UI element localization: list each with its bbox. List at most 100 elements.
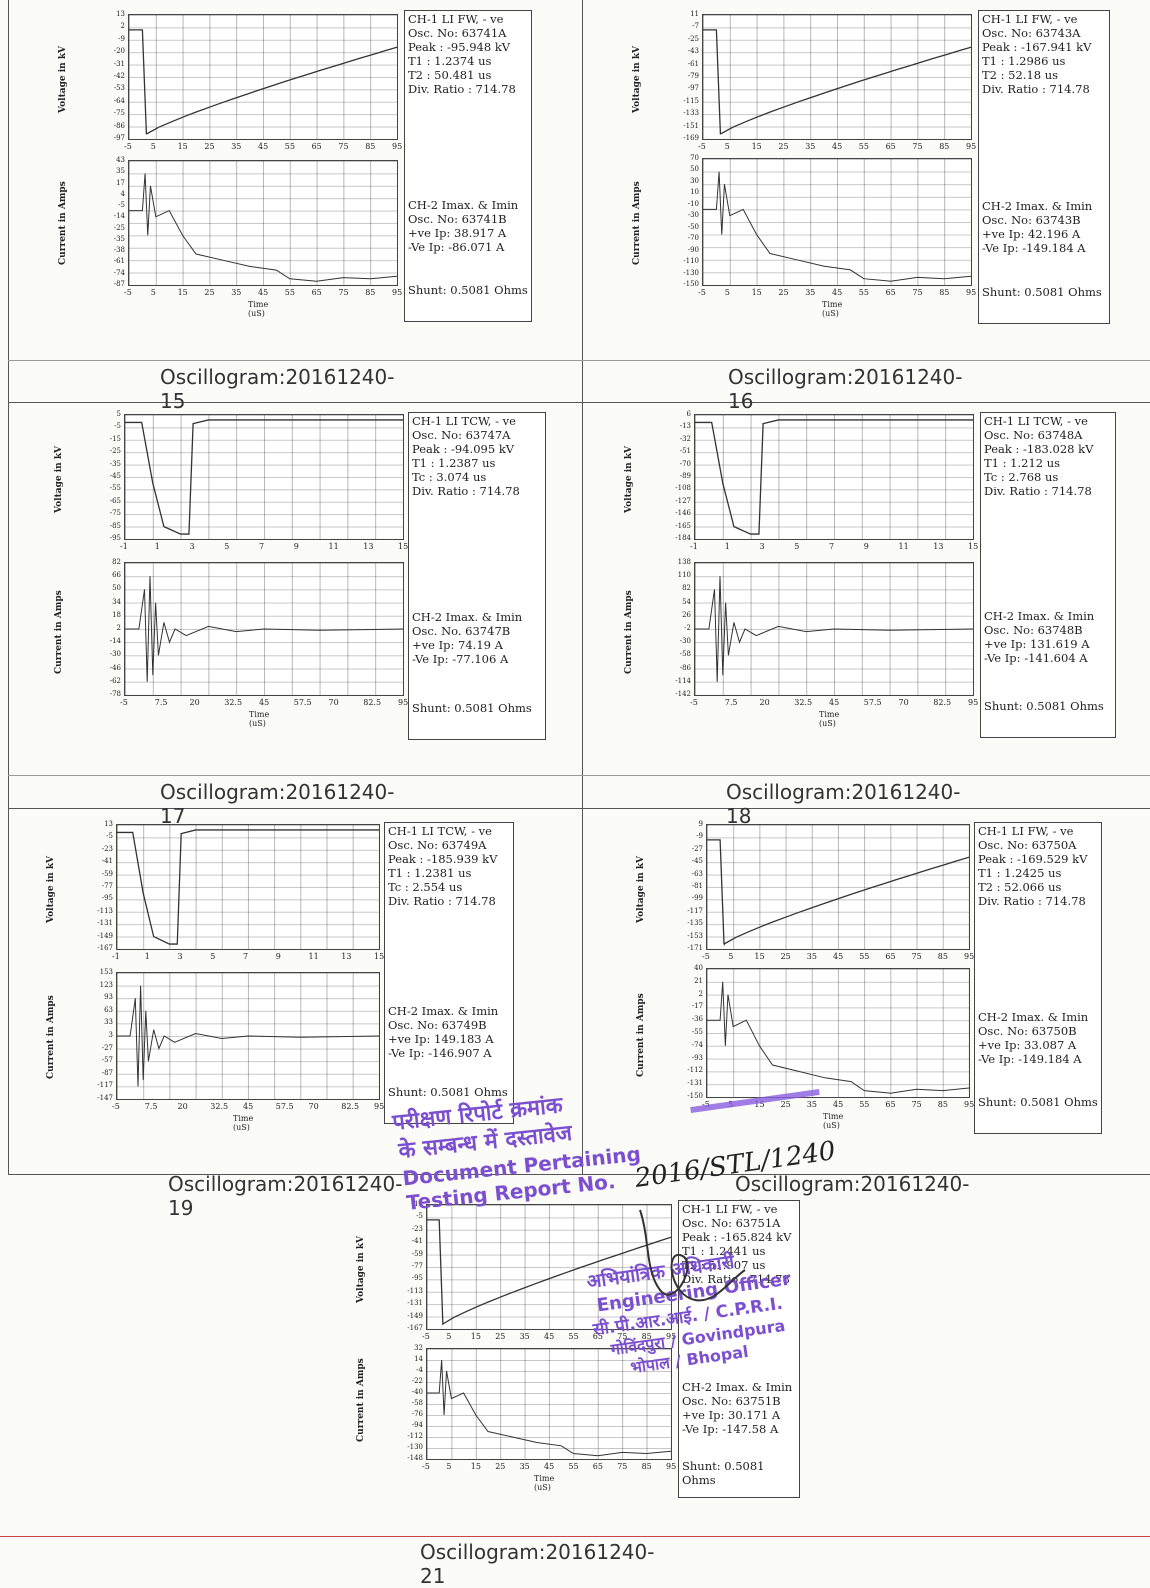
- voltage-xtick-21-6: 55: [568, 1332, 579, 1341]
- current-tick-21-2: -4: [416, 1366, 423, 1374]
- current-xtick-21-3: 25: [495, 1462, 506, 1471]
- voltage-xtick-21-3: 25: [495, 1332, 506, 1341]
- ch2-line-20-2: +ve Ip: 33.087 A: [978, 1038, 1077, 1053]
- voltage-tick-18-10: -184: [675, 534, 691, 542]
- ch1-line-18-3: T1 : 1.212 us: [984, 456, 1061, 470]
- current-tick-16-4: -10: [687, 199, 699, 208]
- ch2-line-15-1: Osc. No: 63741B: [408, 212, 507, 227]
- current-axis-label-16: Current in Amps: [632, 181, 642, 266]
- current-tick-16-9: -110: [683, 257, 699, 266]
- shunt-20: Shunt: 0.5081 Ohms: [978, 1095, 1098, 1109]
- current-plot-21: [426, 1348, 672, 1460]
- voltage-tick-15-9: -86: [113, 121, 125, 130]
- current-xtick-21-1: 5: [446, 1462, 452, 1471]
- voltage-tick-18-6: -108: [675, 484, 691, 493]
- current-plot-19: [116, 972, 380, 1100]
- current-xtick-17-6: 70: [328, 698, 339, 707]
- current-axis-label-21: Current in Amps: [356, 1357, 366, 1442]
- caption-18: Oscillogram:20161240-18: [726, 780, 961, 828]
- caption-16: Oscillogram:20161240-16: [728, 365, 963, 413]
- ch2-block-18: CH-2 Imax. & Imin Osc. No: 63748B +ve Ip: …: [984, 609, 1094, 665]
- voltage-tick-18-7: -127: [675, 496, 691, 505]
- current-trace-15: [129, 173, 397, 282]
- voltage-xtick-20-3: 25: [780, 952, 791, 961]
- ch1-line-19-4: Tc : 2.554 us: [388, 880, 463, 894]
- current-trace-svg-17: [125, 576, 403, 682]
- current-tick-15-2: 17: [116, 178, 125, 187]
- ch1-line-17-2: Peak : -94.095 kV: [412, 442, 515, 456]
- current-xtick-18-1: 7.5: [724, 698, 738, 707]
- ch2-block-17: CH-2 Imax. & Imin Osc. No. 63747B +ve Ip: …: [412, 610, 522, 666]
- ch2-line-18-2: +ve Ip: 131.619 A: [984, 636, 1090, 651]
- current-tick-17-1: 66: [112, 571, 121, 580]
- voltage-xtick-21-9: 85: [641, 1332, 652, 1341]
- ch1-line-15-4: T2 : 50.481 us: [408, 68, 492, 82]
- time-axis-label-17: Time (uS): [249, 710, 270, 728]
- voltage-xtick-21-0: -5: [422, 1332, 430, 1341]
- current-tick-20-2: 2: [698, 989, 703, 998]
- ch1-line-19-5: Div. Ratio : 714.78: [388, 894, 496, 908]
- time-axis-label-20: Time (uS): [823, 1112, 844, 1130]
- row-divider-3: [8, 1174, 1150, 1175]
- current-xtick-17-8: 95: [398, 698, 409, 707]
- voltage-xtick-19-4: 7: [243, 952, 249, 961]
- ch1-line-20-4: T2 : 52.066 us: [978, 880, 1062, 894]
- current-xtick-19-0: -5: [112, 1102, 120, 1111]
- ch2-block-15: CH-2 Imax. & Imin Osc. No: 63741B +ve Ip: …: [408, 198, 518, 254]
- voltage-xtick-15-7: 65: [311, 142, 322, 151]
- voltage-tick-20-9: -153: [687, 931, 703, 940]
- current-tick-19-2: 93: [104, 993, 113, 1002]
- current-xtick-17-2: 20: [189, 698, 200, 707]
- current-tick-17-9: -62: [109, 676, 121, 685]
- current-tick-21-3: -22: [411, 1377, 423, 1385]
- voltage-tick-20-10: -171: [687, 944, 703, 952]
- voltage-xtick-17-1: 1: [154, 542, 160, 551]
- voltage-xtick-20-8: 75: [911, 952, 922, 961]
- ch1-line-20-5: Div. Ratio : 714.78: [978, 894, 1086, 908]
- voltage-xtick-16-2: 15: [751, 142, 762, 151]
- current-plot-20: [706, 968, 970, 1098]
- ch2-block-21: CH-2 Imax. & Imin Osc. No: 63751B +ve Ip: …: [682, 1380, 792, 1436]
- current-xtick-19-7: 82.5: [341, 1102, 360, 1111]
- current-tick-18-4: 26: [682, 610, 691, 619]
- voltage-tick-19-10: -167: [97, 944, 113, 952]
- current-tick-16-1: 50: [690, 165, 699, 174]
- current-tick-18-1: 110: [677, 571, 691, 580]
- current-xtick-15-5: 45: [258, 288, 269, 297]
- current-xtick-20-2: 15: [754, 1100, 765, 1109]
- ch1-line-17-3: T1 : 1.2387 us: [412, 456, 496, 470]
- ch1-line-16-3: T1 : 1.2986 us: [982, 54, 1066, 68]
- voltage-xtick-16-6: 55: [858, 142, 869, 151]
- current-tick-19-9: -117: [97, 1081, 113, 1090]
- ch1-line-21-4: T2 : 51.907 us: [682, 1258, 766, 1272]
- voltage-xtick-21-8: 75: [617, 1332, 628, 1341]
- current-xtick-18-5: 57.5: [863, 698, 882, 707]
- current-tick-18-8: -86: [679, 663, 691, 672]
- voltage-tick-17-1: -5: [114, 422, 121, 431]
- voltage-trace-svg-21: [427, 1219, 671, 1326]
- voltage-xtick-18-6: 11: [898, 542, 909, 551]
- voltage-tick-21-9: -149: [407, 1311, 423, 1320]
- ch2-line-19-1: Osc. No: 63749B: [388, 1018, 487, 1033]
- voltage-tick-19-7: -113: [97, 906, 113, 915]
- voltage-trace-19: [117, 829, 379, 945]
- voltage-tick-18-2: -32: [679, 434, 691, 443]
- voltage-tick-16-9: -151: [683, 121, 699, 130]
- voltage-tick-15-2: -9: [118, 34, 125, 43]
- ch2-line-19-0: CH-2 Imax. & Imin: [388, 1004, 499, 1019]
- current-tick-21-0: 32: [414, 1344, 423, 1352]
- voltage-xtick-17-3: 5: [224, 542, 230, 551]
- current-tick-15-9: -61: [113, 257, 125, 266]
- ch1-line-16-2: Peak : -167.941 kV: [982, 40, 1092, 54]
- caption-17: Oscillogram:20161240-17: [160, 780, 395, 828]
- current-tick-17-0: 82: [112, 558, 121, 566]
- voltage-trace-svg-16: [703, 29, 971, 135]
- info-box-15: CH-1 LI FW, - ve Osc. No: 63741A Peak : -9…: [404, 10, 532, 322]
- voltage-xtick-17-8: 15: [398, 542, 409, 551]
- caption-rule-1: [8, 360, 1150, 361]
- voltage-xtick-19-5: 9: [275, 952, 281, 961]
- ch1-line-17-5: Div. Ratio : 714.78: [412, 484, 520, 498]
- ch2-line-21-3: -Ve Ip: -147.58 A: [682, 1421, 779, 1436]
- current-tick-17-2: 50: [112, 584, 121, 593]
- ch2-line-18-0: CH-2 Imax. & Imin: [984, 608, 1095, 623]
